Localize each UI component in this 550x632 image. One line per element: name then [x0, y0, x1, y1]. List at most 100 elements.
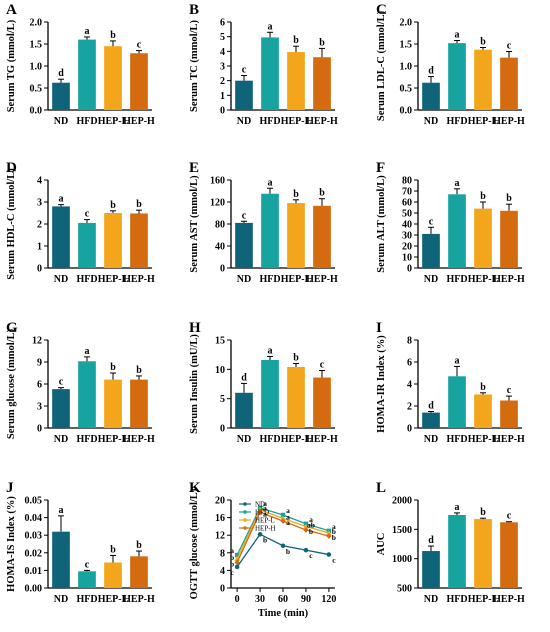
significance-letter: c — [85, 209, 90, 220]
y-tick-label: 3 — [220, 62, 225, 73]
significance-letter: b — [293, 352, 299, 363]
significance-letter: a — [309, 515, 313, 524]
x-tick-label: HEP-L — [98, 434, 129, 445]
significance-letter: c — [309, 551, 313, 560]
panel-i: I 0 2 4 6 8 HOMA-IR Index (%) d ND a HFD b HEP-L c HEP… — [376, 320, 525, 445]
x-tick-label: 90 — [301, 594, 311, 605]
bar-hep-h — [313, 57, 331, 110]
panel-label: B — [189, 2, 199, 18]
bar-nd — [52, 389, 70, 428]
panel-k: K 0 4 8 12 16 20 OGTT glucose (mmol/L) 0 30 60 90 12… — [189, 480, 336, 619]
x-tick-label: HFD — [259, 434, 280, 445]
legend-label: HEP-H — [255, 525, 276, 533]
x-tick-label: HFD — [259, 274, 280, 285]
significance-letter: c — [137, 40, 142, 51]
significance-letter: b — [230, 553, 234, 562]
x-tick-label: HEP-H — [123, 116, 155, 127]
bar-hfd — [78, 361, 96, 428]
x-tick-label: ND — [237, 274, 251, 285]
significance-letter: c — [242, 65, 247, 76]
significance-letter: ab — [307, 520, 315, 529]
bar-hep-h — [500, 400, 518, 428]
significance-letter: b — [506, 193, 512, 204]
bar-hep-h — [313, 205, 331, 268]
panel-label: K — [189, 480, 201, 496]
panel-label: F — [376, 160, 385, 176]
y-tick-label: 0 — [37, 264, 42, 275]
x-tick-label: HFD — [446, 116, 467, 127]
significance-letter: a — [455, 355, 460, 366]
y-tick-label: 3 — [37, 198, 42, 209]
y-tick-label: 4 — [407, 380, 412, 391]
significance-letter: a — [332, 522, 336, 531]
bar-hep-l — [474, 394, 492, 428]
x-tick-label: HFD — [76, 116, 97, 127]
bar-hep-h — [500, 57, 518, 110]
y-tick-label: 2 — [220, 76, 225, 87]
significance-letter: b — [332, 533, 336, 542]
x-tick-label: HEP-H — [306, 116, 338, 127]
legend-marker — [243, 502, 247, 506]
bar-nd — [52, 531, 70, 588]
significance-letter: b — [480, 37, 486, 48]
bar-hfd — [261, 193, 279, 268]
x-tick-label: HFD — [76, 434, 97, 445]
y-tick-label: 3 — [37, 402, 42, 413]
x-tick-label: ND — [54, 594, 68, 605]
significance-letter: b — [319, 37, 325, 48]
significance-letter: a — [263, 509, 267, 518]
y-axis-label: Serum glucose (mmol/L) — [6, 328, 17, 439]
legend-label: HFD — [255, 509, 269, 517]
panel-label: C — [376, 2, 387, 18]
y-axis-label: HOMA-IR Index (%) — [376, 335, 387, 433]
x-tick-label: ND — [424, 274, 438, 285]
y-tick-label: 2000 — [392, 496, 412, 507]
y-tick-label: 0.5 — [400, 84, 413, 95]
x-tick-label: HEP-L — [281, 116, 312, 127]
significance-letter: b — [110, 200, 116, 211]
x-tick-label: ND — [54, 274, 68, 285]
y-tick-label: 1500 — [392, 525, 412, 536]
y-tick-label: 0 — [37, 424, 42, 435]
x-tick-label: HFD — [446, 274, 467, 285]
significance-letter: c — [429, 216, 434, 227]
y-tick-label: 12 — [215, 531, 225, 542]
x-tick-label: ND — [424, 594, 438, 605]
significance-letter: b — [309, 527, 313, 536]
x-tick-label: HEP-L — [281, 274, 312, 285]
data-point — [234, 564, 240, 570]
significance-letter: a — [230, 546, 234, 555]
x-tick-label: 30 — [255, 594, 265, 605]
y-tick-label: 4 — [220, 566, 225, 577]
x-tick-label: HEP-H — [123, 594, 155, 605]
y-tick-label: 0.01 — [25, 566, 43, 577]
significance-letter: c — [507, 385, 512, 396]
data-point — [257, 509, 263, 516]
data-point — [234, 559, 240, 566]
y-tick-label: 160 — [210, 176, 225, 187]
y-tick-label: 70 — [402, 187, 412, 198]
significance-letter: a — [286, 506, 290, 515]
y-axis-label: OGTT glucose (mmol/L) — [189, 488, 200, 599]
y-axis-label: Serum TC (mmol/L) — [189, 20, 200, 112]
bar-hfd — [448, 376, 466, 428]
data-point — [280, 518, 286, 524]
y-tick-label: 2.0 — [30, 18, 43, 29]
x-tick-label: ND — [54, 116, 68, 127]
significance-letter: b — [110, 362, 116, 373]
y-tick-label: 40 — [215, 242, 225, 253]
panel-c: C 0.0 0.5 1.0 1.5 2.0 Serum LDL-C (mmol/L) d ND a… — [376, 2, 525, 127]
bar-nd — [52, 206, 70, 268]
x-tick-label: ND — [54, 434, 68, 445]
bar-hfd — [261, 359, 279, 428]
bar-hfd — [78, 222, 96, 268]
x-tick-label: HFD — [446, 434, 467, 445]
x-tick-label: 0 — [235, 594, 240, 605]
x-tick-label: HEP-H — [493, 594, 525, 605]
y-tick-label: 0 — [220, 584, 225, 595]
y-tick-label: 0.05 — [25, 496, 43, 507]
bar-hfd — [448, 194, 466, 268]
significance-letter: a — [286, 518, 290, 527]
panel-label: H — [189, 320, 201, 336]
x-tick-label: 60 — [278, 594, 288, 605]
